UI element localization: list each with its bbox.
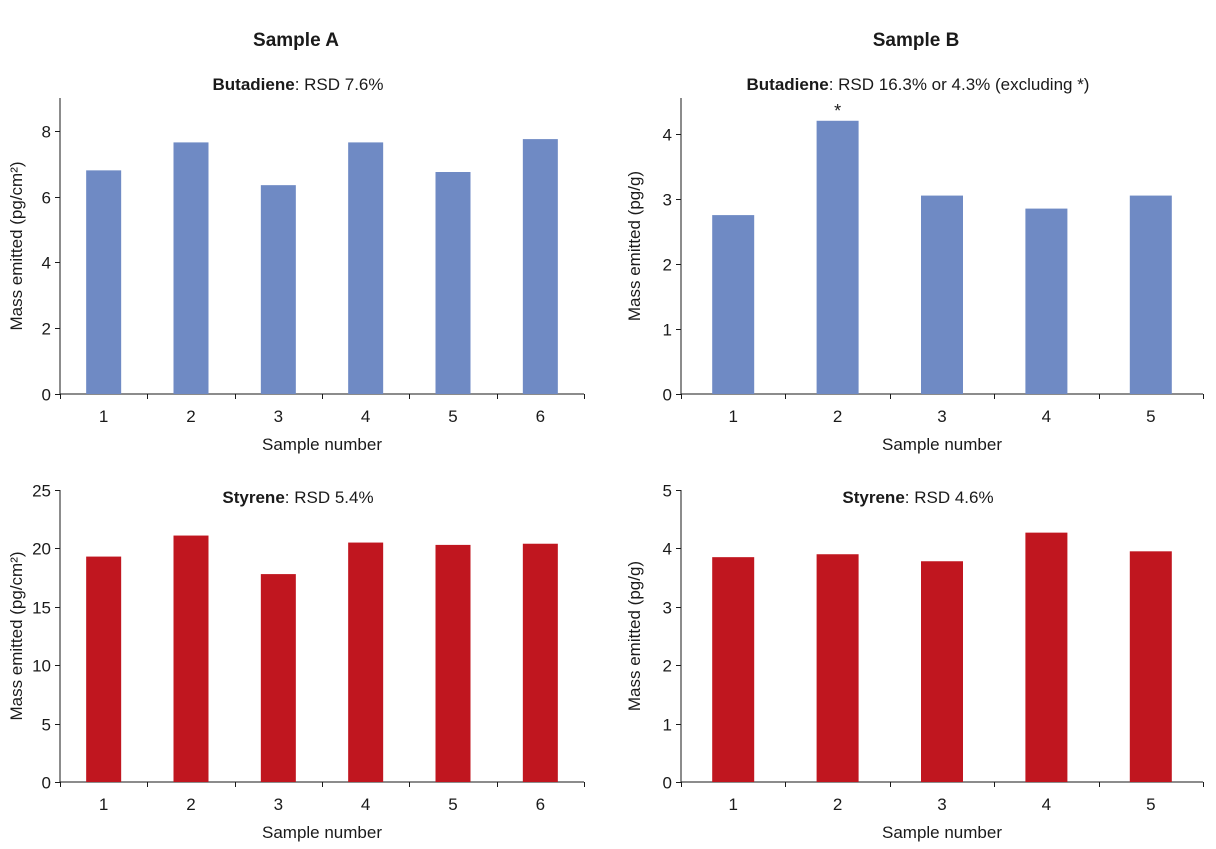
y-tick-label: 3 xyxy=(663,191,672,210)
bar-sample-4 xyxy=(348,142,384,394)
bar-sample-2 xyxy=(816,120,859,395)
y-tick-label: 3 xyxy=(663,599,672,618)
y-tick-label: 6 xyxy=(42,189,51,208)
bar-sample-5 xyxy=(1129,551,1172,782)
bar-sample-2 xyxy=(816,554,859,782)
chart-title-rsd: : RSD 4.6% xyxy=(905,488,994,507)
y-tick-label: 5 xyxy=(663,482,672,501)
y-tick-label: 5 xyxy=(42,716,51,735)
x-tick-label: 1 xyxy=(728,407,737,426)
chart-title-compound: Butadiene xyxy=(747,75,829,94)
x-axis-label: Sample number xyxy=(882,435,1002,454)
x-tick-label: 6 xyxy=(536,795,545,814)
bar-sample-4 xyxy=(1025,208,1068,394)
chart-title: Styrene: RSD 5.4% xyxy=(222,488,373,507)
y-tick-label: 4 xyxy=(42,254,51,273)
bar-sample-1 xyxy=(86,556,122,782)
y-tick-label: 2 xyxy=(663,657,672,676)
bar-sample-1 xyxy=(712,557,755,782)
y-tick-label: 8 xyxy=(42,123,51,142)
bar-sample-4 xyxy=(348,542,384,782)
x-tick-label: 5 xyxy=(1146,795,1155,814)
x-tick-label: 2 xyxy=(833,795,842,814)
y-tick-label: 20 xyxy=(32,540,51,559)
y-tick-label: 1 xyxy=(663,321,672,340)
x-tick-label: 3 xyxy=(937,795,946,814)
bar-sample-2 xyxy=(173,142,209,394)
x-tick-label: 1 xyxy=(728,795,737,814)
chart-title: Styrene: RSD 4.6% xyxy=(842,488,993,507)
x-tick-label: 3 xyxy=(937,407,946,426)
x-tick-label: 3 xyxy=(274,407,283,426)
bar-annotation: * xyxy=(834,101,841,121)
bar-sample-6 xyxy=(522,543,558,782)
x-tick-label: 4 xyxy=(361,795,370,814)
x-tick-label: 4 xyxy=(361,407,370,426)
bar-sample-3 xyxy=(921,561,963,782)
x-tick-label: 2 xyxy=(186,795,195,814)
y-axis-label: Mass emitted (pg/cm²) xyxy=(7,161,26,330)
x-tick-label: 6 xyxy=(536,407,545,426)
y-axis-label: Mass emitted (pg/g) xyxy=(625,561,644,711)
x-tick-label: 4 xyxy=(1042,407,1051,426)
x-tick-label: 2 xyxy=(833,407,842,426)
bar-sample-5 xyxy=(435,544,471,782)
bar-sample-5 xyxy=(1129,195,1172,394)
x-tick-label: 2 xyxy=(186,407,195,426)
sample-a-header: Sample A xyxy=(253,30,339,51)
x-axis-label: Sample number xyxy=(882,823,1002,842)
x-tick-label: 5 xyxy=(448,795,457,814)
x-axis-label: Sample number xyxy=(262,823,382,842)
y-tick-label: 0 xyxy=(663,386,672,405)
bar-sample-3 xyxy=(921,195,963,394)
y-tick-label: 0 xyxy=(42,386,51,405)
chart-title-compound: Styrene xyxy=(222,488,284,507)
chart-title-compound: Styrene xyxy=(842,488,904,507)
chart-title-rsd: : RSD 16.3% or 4.3% (excluding *) xyxy=(829,75,1090,94)
x-tick-label: 3 xyxy=(274,795,283,814)
x-axis-label: Sample number xyxy=(262,435,382,454)
y-tick-label: 4 xyxy=(663,540,672,559)
chart-title-rsd: : RSD 7.6% xyxy=(295,75,384,94)
bar-sample-6 xyxy=(522,139,558,394)
sample-b-header: Sample B xyxy=(872,30,960,51)
bar-sample-1 xyxy=(712,215,755,394)
y-tick-label: 15 xyxy=(32,599,51,618)
y-tick-label: 2 xyxy=(663,256,672,275)
y-tick-label: 2 xyxy=(42,320,51,339)
y-tick-label: 4 xyxy=(663,126,672,145)
bar-sample-4 xyxy=(1025,532,1068,782)
bar-sample-3 xyxy=(260,185,296,394)
y-tick-label: 10 xyxy=(32,657,51,676)
y-tick-label: 0 xyxy=(663,774,672,793)
x-tick-label: 4 xyxy=(1042,795,1051,814)
y-tick-label: 25 xyxy=(32,482,51,501)
bar-sample-5 xyxy=(435,172,471,394)
bar-sample-3 xyxy=(260,574,296,782)
x-tick-label: 1 xyxy=(99,795,108,814)
y-tick-label: 0 xyxy=(42,774,51,793)
x-tick-label: 5 xyxy=(1146,407,1155,426)
y-tick-label: 1 xyxy=(663,716,672,735)
chart-title-compound: Butadiene xyxy=(213,75,295,94)
x-tick-label: 1 xyxy=(99,407,108,426)
y-axis-label: Mass emitted (pg/cm²) xyxy=(7,551,26,720)
bar-sample-1 xyxy=(86,170,122,394)
chart-title: Butadiene: RSD 16.3% or 4.3% (excluding … xyxy=(747,75,1090,94)
chart-title: Butadiene: RSD 7.6% xyxy=(213,75,384,94)
chart-title-rsd: : RSD 5.4% xyxy=(285,488,374,507)
bar-sample-2 xyxy=(173,535,209,782)
y-axis-label: Mass emitted (pg/g) xyxy=(625,171,644,321)
x-tick-label: 5 xyxy=(448,407,457,426)
